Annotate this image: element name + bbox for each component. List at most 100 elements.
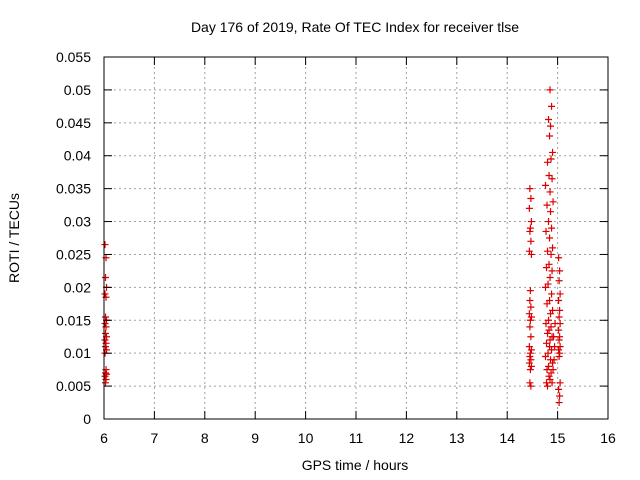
x-axis-label: GPS time / hours — [302, 457, 409, 473]
data-point — [550, 356, 558, 364]
data-point — [527, 250, 535, 258]
data-point — [527, 218, 535, 226]
data-point — [548, 224, 556, 232]
data-point — [556, 306, 564, 314]
data-point — [547, 310, 555, 318]
data-point — [525, 204, 533, 212]
data-point — [548, 290, 556, 298]
data-point — [549, 198, 557, 206]
data-point — [542, 352, 550, 360]
y-tick-label: 0.005 — [56, 378, 91, 394]
data-point — [547, 122, 555, 130]
data-point — [545, 218, 553, 226]
data-point — [542, 181, 550, 189]
data-point — [548, 379, 556, 387]
data-point — [101, 336, 109, 344]
data-point — [526, 323, 534, 331]
axis-ticks — [103, 56, 609, 420]
data-point — [547, 250, 555, 258]
data-point — [555, 399, 563, 407]
data-point — [526, 366, 534, 374]
data-point — [546, 273, 554, 281]
data-point — [549, 359, 557, 367]
y-tick-label: 0.025 — [56, 246, 91, 262]
data-point — [545, 372, 553, 380]
data-point — [549, 148, 557, 156]
y-tick-label: 0.04 — [64, 148, 91, 164]
x-tick-label: 8 — [201, 430, 209, 446]
x-tick-label: 10 — [298, 430, 314, 446]
data-point — [549, 366, 557, 374]
data-point — [102, 313, 110, 321]
grid-lines — [104, 57, 608, 419]
data-point — [542, 227, 550, 235]
data-point — [102, 379, 110, 387]
x-tick-label: 11 — [349, 430, 364, 446]
y-tick-label: 0.045 — [56, 115, 91, 131]
data-point — [555, 326, 563, 334]
data-point — [556, 267, 564, 275]
data-point — [556, 343, 564, 351]
data-point — [544, 382, 552, 390]
data-point — [548, 175, 556, 183]
y-tick-label: 0.015 — [56, 312, 91, 328]
data-point — [555, 385, 563, 393]
plot-frame — [103, 56, 609, 420]
data-point — [555, 313, 563, 321]
data-point — [526, 316, 534, 324]
data-point — [546, 234, 554, 242]
data-point — [546, 336, 554, 344]
chart-title: Day 176 of 2019, Rate Of TEC Index for r… — [191, 19, 519, 35]
data-point — [527, 333, 535, 341]
data-point — [544, 329, 552, 337]
data-point — [526, 287, 534, 295]
x-tick-label: 13 — [449, 430, 465, 446]
data-point — [101, 241, 109, 249]
data-point — [543, 201, 551, 209]
data-point — [556, 379, 564, 387]
data-point — [526, 352, 534, 360]
data-point — [545, 171, 553, 179]
data-point — [544, 247, 552, 255]
data-point — [548, 102, 556, 110]
y-tick-label: 0.05 — [64, 82, 91, 98]
data-point — [555, 254, 563, 262]
data-point — [527, 195, 535, 203]
data-point — [555, 352, 563, 360]
x-tick-label: 6 — [100, 430, 108, 446]
data-point — [101, 372, 109, 380]
data-point — [527, 356, 535, 364]
x-tick-label: 16 — [600, 430, 616, 446]
data-point — [102, 343, 110, 351]
data-point — [527, 313, 535, 321]
data-point — [101, 320, 109, 328]
data-point — [527, 382, 535, 390]
data-point — [526, 185, 534, 193]
y-tick-label: 0.01 — [64, 345, 91, 361]
data-point — [101, 290, 109, 298]
data-point — [526, 297, 534, 305]
data-point — [556, 320, 564, 328]
data-point — [556, 392, 564, 400]
x-tick-label: 9 — [251, 430, 259, 446]
x-tick-label: 14 — [499, 430, 515, 446]
x-tick-label: 7 — [151, 430, 159, 446]
y-tick-label: 0.03 — [64, 214, 91, 230]
data-point — [546, 132, 554, 140]
data-point — [555, 297, 563, 305]
data-point — [545, 116, 553, 124]
y-tick-label: 0.035 — [56, 181, 91, 197]
data-point — [527, 362, 535, 370]
y-axis-label: ROTI / TECUs — [6, 193, 22, 283]
data-point — [543, 339, 551, 347]
data-point — [550, 333, 558, 341]
data-point — [548, 346, 556, 354]
data-point — [549, 244, 557, 252]
data-point — [526, 227, 534, 235]
data-point — [542, 320, 550, 328]
data-points — [101, 86, 564, 407]
data-point — [543, 300, 551, 308]
y-tick-label: 0.055 — [56, 49, 91, 65]
y-tick-label: 0.02 — [64, 279, 91, 295]
